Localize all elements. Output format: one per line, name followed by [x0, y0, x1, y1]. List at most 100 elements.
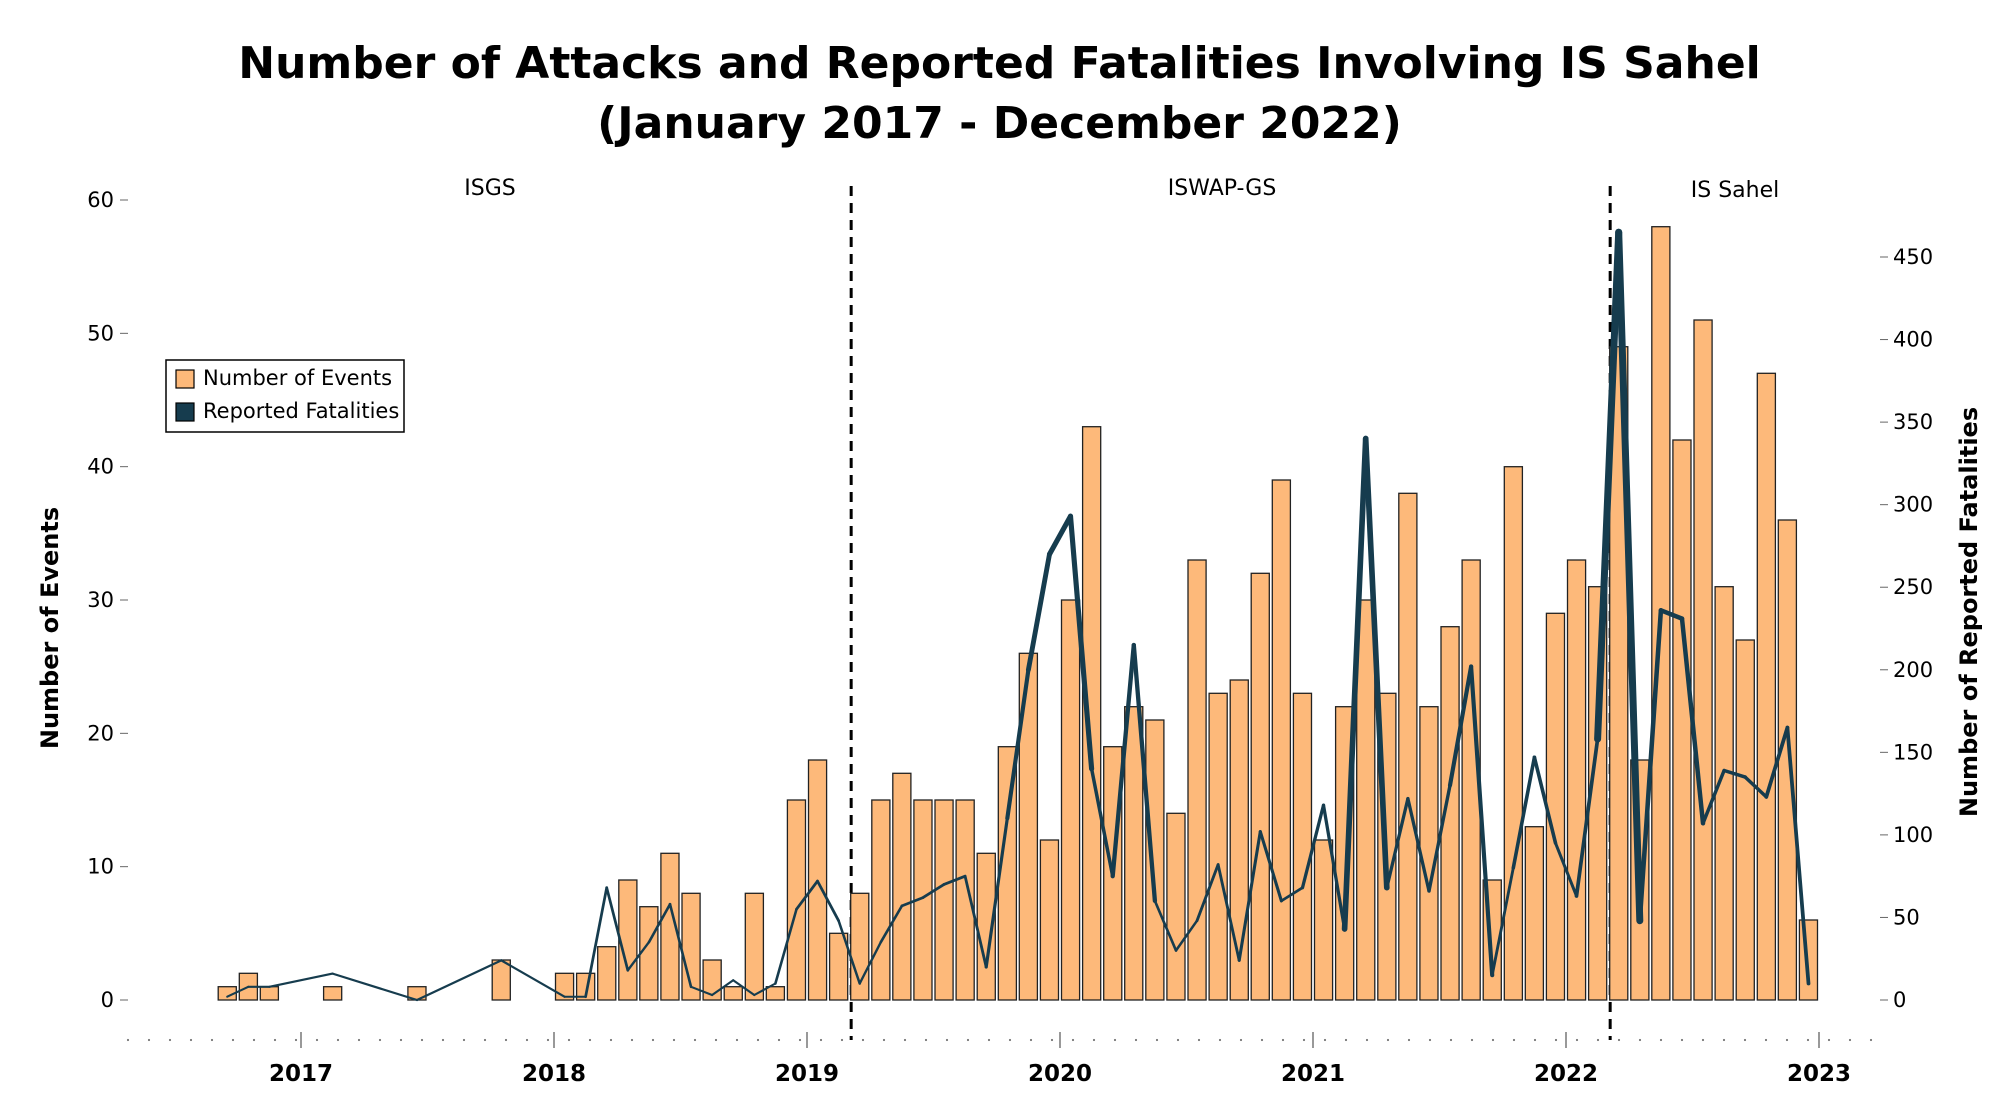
bar-2020-01 [1060, 599, 1081, 1001]
x-axis-minor-dot [1848, 1038, 1852, 1042]
x-axis-minor-dot [1197, 1038, 1201, 1042]
fatalities-line-segment [1406, 796, 1431, 893]
bar-2020-12 [1292, 692, 1313, 1001]
fatalities-line-segment [1574, 737, 1600, 898]
x-axis-minor-dot [714, 1038, 718, 1042]
fatalities-line-segment [984, 816, 1009, 969]
x-axis-minor-dot [1554, 1038, 1558, 1042]
y-left-tick-label: 40 [87, 455, 114, 479]
bar-2019-04 [871, 799, 891, 1001]
fatalities-line-segment [1258, 830, 1283, 903]
fatalities-line-segment [1447, 664, 1474, 788]
fatalities-line-segment [1046, 513, 1074, 557]
x-axis-minor-dot [1806, 1038, 1810, 1042]
fatalities-line-segment [795, 879, 819, 911]
y-axis-left-label: Number of Events [36, 507, 64, 749]
y-right-tick-label: 0 [1893, 988, 1906, 1012]
x-axis-minor-dot [1428, 1038, 1432, 1042]
fatalities-line-segment [942, 874, 967, 886]
x-axis-minor-dot [168, 1038, 172, 1042]
fatalities-line-segment [268, 972, 334, 988]
fatalities-line-segment [1110, 642, 1136, 879]
bar-2019-12 [1039, 839, 1060, 1001]
fatalities-line-segment [1553, 841, 1579, 898]
fatalities-line-segment [1743, 775, 1769, 799]
x-axis-minor-dot [882, 1038, 886, 1042]
fatalities-line-segment [1362, 435, 1390, 891]
x-axis-minor-dot [483, 1038, 487, 1042]
x-axis-minor-dot [672, 1038, 676, 1042]
bar-2018-04 [618, 879, 638, 1001]
bar-2021-10 [1503, 466, 1524, 1001]
fatalities-line-segment [1300, 803, 1326, 890]
x-axis-minor-dot [1239, 1038, 1243, 1042]
fatalities-line-segment [1785, 725, 1811, 986]
bar-2018-03 [597, 946, 617, 1001]
x-axis-minor-dot [1764, 1038, 1768, 1042]
x-axis-minor-dot [1113, 1038, 1117, 1042]
x-axis-minor-dot [189, 1038, 193, 1042]
x-axis-minor-dot [987, 1038, 991, 1042]
bar-2022-10 [1756, 372, 1777, 1001]
x-tick-label: 2020 [1028, 1061, 1092, 1087]
x-axis-minor-dot [1659, 1038, 1663, 1042]
fatalities-line-segment [1216, 863, 1241, 962]
bar-2022-08 [1714, 586, 1734, 1001]
bar-2020-10 [1250, 572, 1270, 1001]
y-right-tick-label: 100 [1893, 823, 1933, 847]
x-axis-minor-dot [252, 1038, 256, 1042]
fatalities-line-segment [1511, 755, 1537, 870]
y-left-tick-label: 10 [87, 855, 114, 879]
x-axis-minor-dot [756, 1038, 760, 1042]
x-axis-minor-dot [1785, 1038, 1789, 1042]
x-axis-minor-dot [1617, 1038, 1621, 1042]
fatalities-line-segment [1280, 886, 1304, 903]
fatalities-line-segment [1067, 513, 1095, 772]
x-axis-minor-dot [1260, 1038, 1264, 1042]
phase-label-iswap-gs: ISWAP-GS [1168, 176, 1277, 201]
y-right-tick-label: 150 [1893, 740, 1933, 764]
bar-2018-10 [744, 892, 765, 1001]
x-axis-minor-dot [1701, 1038, 1705, 1042]
bar-2021-03 [1356, 599, 1376, 1001]
x-tick-label: 2022 [1534, 1061, 1598, 1087]
fatalities-line-segment [1679, 616, 1706, 826]
x-axis-minor-dot [840, 1038, 844, 1042]
x-axis-minor-dot [147, 1038, 151, 1042]
x-axis-minor-dot [504, 1038, 508, 1042]
fatalities-line-segment [1532, 755, 1558, 845]
legend-label-events: Number of Events [203, 366, 392, 390]
x-axis-minor-dot [1449, 1038, 1453, 1042]
fatalities-line-segment [1025, 551, 1052, 673]
x-axis-minor-dot [1218, 1038, 1222, 1042]
legend-swatch-fatalities [175, 402, 195, 422]
x-tick-label: 2019 [775, 1061, 839, 1087]
fatalities-line-segment [732, 979, 756, 997]
bar-2019-05 [892, 772, 912, 1001]
bar-2016-11 [259, 986, 280, 1001]
bar-2021-05 [1398, 492, 1418, 1001]
x-axis-minor-dot [588, 1038, 592, 1042]
bar-2022-01 [1566, 559, 1587, 1001]
fatalities-line-segment [668, 902, 693, 989]
y-right-tick-label: 250 [1893, 575, 1933, 599]
fatalities-line-segment [415, 959, 503, 1002]
x-tick-label: 2017 [269, 1061, 333, 1087]
bar-2020-07 [1187, 559, 1207, 1001]
bar-2018-06 [660, 852, 680, 1001]
bar-2019-02 [828, 932, 849, 1001]
fatalities-line-segment [1615, 228, 1644, 925]
x-axis-minor-dot [1827, 1038, 1831, 1042]
x-axis-minor-dot [1176, 1038, 1180, 1042]
fatalities-line-segment [858, 941, 882, 985]
x-axis-minor-dot [1512, 1038, 1516, 1042]
fatalities-line-segment [1089, 767, 1115, 878]
x-axis-minor-dot [378, 1038, 382, 1042]
fatalities-line-segment [1341, 435, 1369, 932]
x-axis-minor-dot [1722, 1038, 1726, 1042]
x-axis-minor-dot [1071, 1038, 1075, 1042]
bar-2018-12 [786, 799, 807, 1001]
bar-2022-06 [1672, 439, 1692, 1001]
fatalities-line-segment [584, 886, 609, 999]
